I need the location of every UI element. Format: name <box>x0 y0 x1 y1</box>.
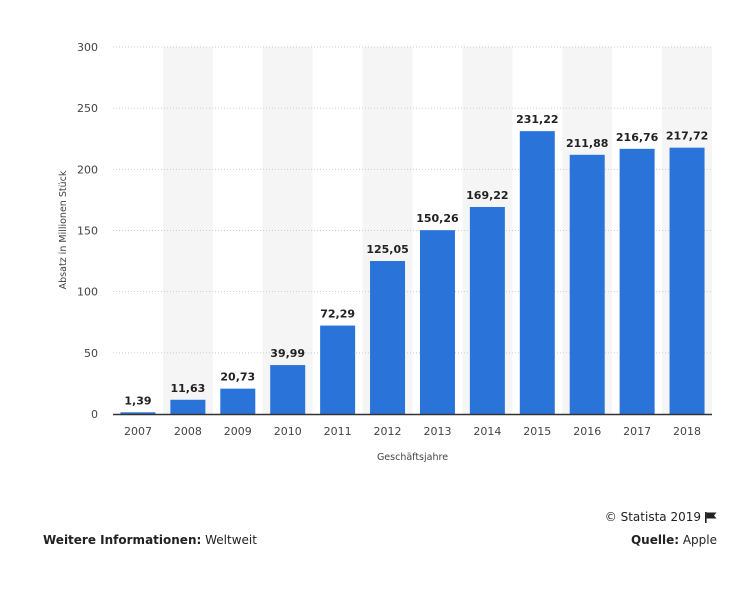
x-tick-2018: 2018 <box>673 425 701 438</box>
x-tick-2009: 2009 <box>224 425 252 438</box>
value-label-2008: 11,63 <box>170 382 205 395</box>
value-label-2009: 20,73 <box>220 371 255 384</box>
copyright-text: © Statista 2019 <box>604 510 701 524</box>
bar-2014 <box>469 206 505 414</box>
value-label-2012: 125,05 <box>366 243 408 256</box>
value-label-2015: 231,22 <box>516 113 558 126</box>
bar-2011 <box>320 325 356 414</box>
bar-2008 <box>170 399 206 414</box>
value-label-2011: 72,29 <box>320 308 355 321</box>
x-tick-2007: 2007 <box>124 425 152 438</box>
more-info-value: Weltweit <box>205 533 257 547</box>
x-tick-2014: 2014 <box>473 425 501 438</box>
y-axis-label: Absatz in Millionen Stück <box>58 170 69 289</box>
source: Quelle: Apple <box>631 533 717 547</box>
x-tick-2013: 2013 <box>423 425 451 438</box>
y-tick-300: 300 <box>77 41 98 54</box>
bar-2010 <box>270 365 306 414</box>
value-label-2016: 211,88 <box>566 137 608 150</box>
x-tick-2010: 2010 <box>274 425 302 438</box>
more-info: Weitere Informationen: Weltweit <box>43 533 257 547</box>
source-value: Apple <box>682 533 717 547</box>
bar-2018 <box>669 147 705 414</box>
copyright-notice: © Statista 2019 <box>605 510 717 524</box>
x-tick-2017: 2017 <box>623 425 651 438</box>
value-label-2017: 216,76 <box>616 131 659 144</box>
x-tick-2016: 2016 <box>573 425 601 438</box>
flag-icon[interactable] <box>705 511 717 523</box>
bar-2007 <box>120 412 156 414</box>
bar-chart: 0 50 100 150 200 250 300 1,39 11,63 20,73 39,99 72… <box>58 41 712 463</box>
x-axis-label: Geschäftsjahre <box>377 452 448 463</box>
bar-2012 <box>370 261 406 414</box>
value-label-2007: 1,39 <box>124 394 151 407</box>
gridlines <box>113 46 712 354</box>
value-label-2018: 217,72 <box>666 130 708 143</box>
y-tick-250: 250 <box>77 102 98 115</box>
x-tick-labels: 2007 2008 2009 2010 2011 2012 2013 2014 2015 2016… <box>124 425 701 438</box>
y-tick-200: 200 <box>77 163 98 176</box>
value-labels: 1,39 11,63 20,73 39,99 72,29 125,05 150,26 169,… <box>124 113 708 407</box>
bars <box>120 131 705 414</box>
more-info-label: Weitere Informationen: <box>43 533 202 547</box>
band-2008 <box>162 47 213 414</box>
bar-2009 <box>220 388 256 414</box>
value-label-2014: 169,22 <box>466 189 508 202</box>
y-tick-150: 150 <box>77 225 98 238</box>
x-tick-2008: 2008 <box>174 425 202 438</box>
bar-2013 <box>419 230 455 414</box>
x-tick-2011: 2011 <box>324 425 352 438</box>
value-label-2010: 39,99 <box>270 347 305 360</box>
value-label-2013: 150,26 <box>416 212 459 225</box>
y-tick-100: 100 <box>77 286 98 299</box>
y-tick-50: 50 <box>84 347 98 360</box>
bar-2015 <box>519 131 555 414</box>
bar-2016 <box>569 154 605 414</box>
x-tick-2015: 2015 <box>523 425 551 438</box>
bar-2017 <box>619 148 655 414</box>
y-tick-labels: 0 50 100 150 200 250 300 <box>77 41 98 421</box>
x-tick-2012: 2012 <box>374 425 402 438</box>
y-tick-0: 0 <box>91 408 98 421</box>
source-label: Quelle: <box>630 533 679 547</box>
